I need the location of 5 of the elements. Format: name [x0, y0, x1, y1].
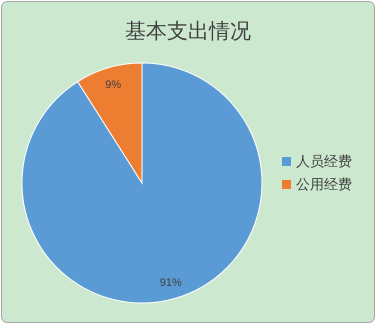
legend-label: 人员经费 [296, 153, 352, 169]
data-label: 9% [105, 78, 122, 91]
data-label: 91% [160, 277, 182, 290]
legend-label: 公用经费 [296, 176, 352, 192]
chart-title: 基本支出情况 [125, 20, 251, 43]
